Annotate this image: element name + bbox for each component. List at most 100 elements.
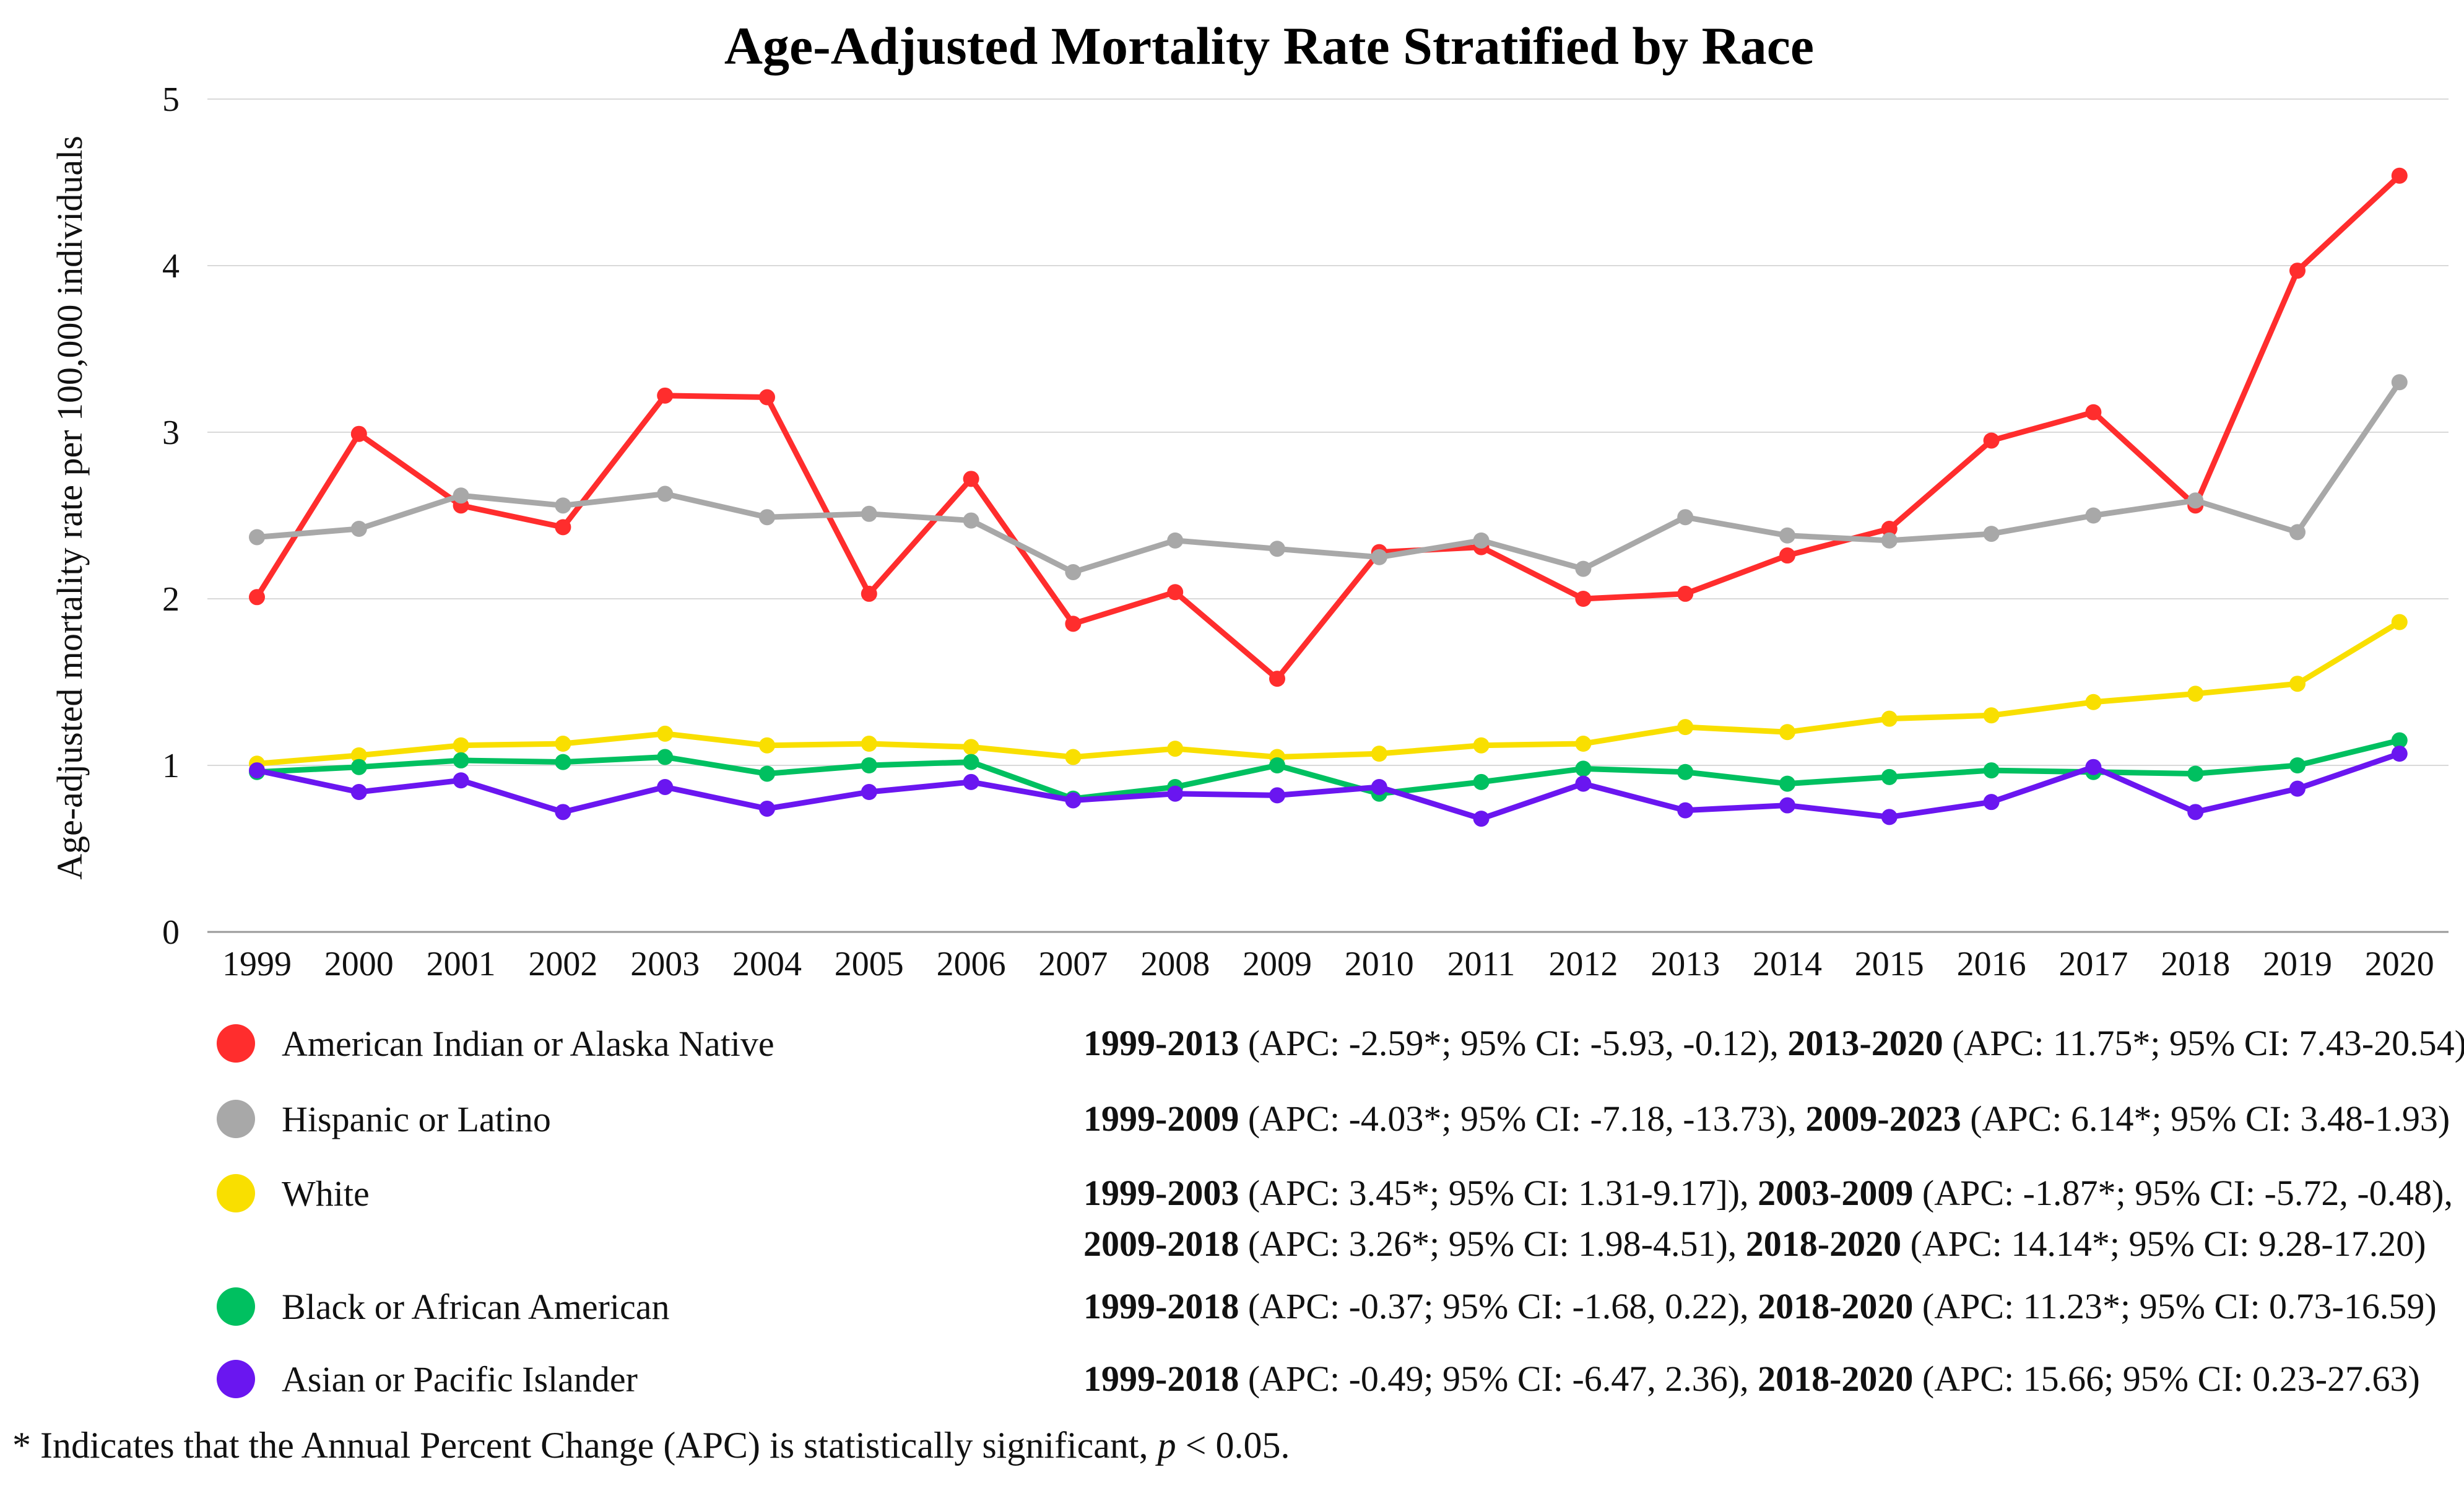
- apc-line: 1999-2009 (APC: -4.03*; 95% CI: -7.18, -…: [1083, 1094, 2450, 1144]
- footnote-p-value-symbol: p: [1157, 1425, 1176, 1466]
- x-tick-label: 2017: [2058, 945, 2128, 983]
- data-point: [555, 497, 571, 514]
- data-point: [555, 736, 571, 752]
- data-point: [1167, 584, 1184, 601]
- legend-item: American Indian or Alaska Native 1999-201…: [217, 1016, 2464, 1071]
- y-tick-label: 2: [162, 580, 180, 619]
- apc-period: 2003-2009: [1758, 1173, 1914, 1213]
- apc-values: (APC: 3.26*; 95% CI: 1.98-4.51),: [1239, 1224, 1746, 1264]
- x-tick-label: 2018: [2161, 945, 2230, 983]
- data-point: [350, 425, 367, 442]
- data-point: [1677, 802, 1694, 819]
- legend-label: White: [282, 1173, 370, 1214]
- footnote-prefix: * Indicates that the Annual Percent Chan…: [12, 1425, 1158, 1466]
- data-point: [249, 762, 265, 779]
- series-line-black-or-african-american: [254, 737, 2403, 802]
- data-point: [1677, 585, 1694, 602]
- data-point: [1167, 741, 1184, 757]
- data-point: [2085, 404, 2102, 420]
- legend-marker: [217, 1174, 255, 1212]
- legend-apc-text: 1999-2013 (APC: -2.59*; 95% CI: -5.93, -…: [1083, 1018, 2464, 1069]
- grid: [207, 98, 2449, 933]
- data-point: [2289, 757, 2306, 773]
- x-axis-ticks: 1999 2000 2001 2002 2003 2004 2005 2006 2007 2008…: [222, 945, 2434, 983]
- apc-period: 2018-2020: [1758, 1359, 1914, 1399]
- data-point: [1065, 563, 1082, 580]
- data-point: [1575, 736, 1592, 752]
- data-point: [1881, 532, 1898, 549]
- data-point: [1269, 757, 1285, 773]
- x-tick-label: 2006: [937, 945, 1006, 983]
- apc-period: 2009-2023: [1805, 1099, 1961, 1139]
- series-asian-or-pacific-islander: [249, 746, 2408, 827]
- x-tick-label: 2015: [1855, 945, 1924, 983]
- data-point: [657, 387, 674, 404]
- apc-values: (APC: 14.14*; 95% CI: 9.28-17.20): [1901, 1224, 2426, 1264]
- apc-period: 1999-2009: [1083, 1099, 1239, 1139]
- apc-period: 1999-2018: [1083, 1286, 1239, 1326]
- data-point: [2085, 694, 2102, 710]
- x-tick-label: 2005: [835, 945, 904, 983]
- footnote: * Indicates that the Annual Percent Chan…: [12, 1424, 1290, 1467]
- x-tick-label: 2016: [1957, 945, 2026, 983]
- apc-line: 1999-2003 (APC: 3.45*; 95% CI: 1.31-9.17…: [1083, 1168, 2453, 1219]
- data-point: [1371, 549, 1387, 565]
- series-line-american-indian-or-alaska-native: [254, 173, 2403, 682]
- data-point: [1473, 737, 1490, 754]
- apc-period: 2018-2020: [1758, 1286, 1914, 1326]
- data-point: [1269, 787, 1285, 804]
- y-tick-label: 1: [162, 747, 180, 785]
- data-point: [1575, 591, 1592, 607]
- data-point: [657, 778, 674, 795]
- data-point: [1983, 526, 2000, 542]
- apc-period: 2018-2020: [1745, 1224, 1902, 1264]
- apc-period: 2009-2018: [1083, 1224, 1239, 1264]
- data-point: [2391, 614, 2408, 630]
- data-point: [759, 737, 775, 754]
- data-point: [759, 765, 775, 782]
- y-tick-label: 0: [162, 913, 180, 952]
- apc-values: (APC: -0.49; 95% CI: -6.47, 2.36),: [1239, 1359, 1758, 1399]
- data-point: [453, 487, 469, 504]
- series-hispanic-or-latino: [249, 374, 2408, 580]
- legend-item: Hispanic or Latino 1999-2009 (APC: -4.03*…: [217, 1091, 2450, 1147]
- data-point: [1677, 509, 1694, 526]
- data-point: [963, 739, 979, 755]
- data-point: [1779, 547, 1795, 564]
- data-point: [1983, 707, 2000, 724]
- data-point: [1371, 746, 1387, 762]
- footnote-suffix: < 0.05.: [1176, 1425, 1290, 1466]
- data-point: [861, 757, 877, 773]
- x-tick-label: 2012: [1548, 945, 1618, 983]
- apc-values: (APC: 15.66; 95% CI: 0.23-27.63): [1913, 1359, 2420, 1399]
- apc-values: (APC: -2.59*; 95% CI: -5.93, -0.12),: [1239, 1023, 1788, 1063]
- data-point: [2391, 374, 2408, 391]
- data-point: [1065, 616, 1082, 632]
- x-tick-label: 2008: [1140, 945, 1210, 983]
- data-point: [1065, 792, 1082, 809]
- data-point: [1677, 719, 1694, 736]
- data-point: [350, 521, 367, 537]
- series-line-white: [254, 619, 2403, 767]
- data-point: [2187, 685, 2204, 702]
- legend-label: Hispanic or Latino: [282, 1099, 551, 1139]
- x-tick-label: 2009: [1243, 945, 1312, 983]
- data-point: [1473, 811, 1490, 827]
- y-tick-label: 5: [162, 80, 180, 119]
- data-point: [1167, 532, 1184, 549]
- y-tick-label: 3: [162, 414, 180, 452]
- legend-apc-text: 1999-2003 (APC: 3.45*; 95% CI: 1.31-9.17…: [1083, 1168, 2453, 1269]
- series-layer: [249, 167, 2408, 827]
- line-chart: Age-Adjusted Mortality Rate Stratified b…: [50, 16, 2449, 983]
- data-point: [2085, 759, 2102, 775]
- x-tick-label: 2007: [1038, 945, 1108, 983]
- data-point: [1167, 785, 1184, 802]
- x-tick-label: 2002: [528, 945, 597, 983]
- y-axis-ticks: 0 1 2 3 4 5: [162, 80, 180, 952]
- apc-values: (APC: -1.87*; 95% CI: -5.72, -0.48),: [1913, 1173, 2453, 1213]
- legend-item: Black or African American 1999-2018 (APC:…: [217, 1279, 2437, 1334]
- legend-item: White 1999-2003 (APC: 3.45*; 95% CI: 1.31…: [217, 1165, 2453, 1264]
- data-point: [1575, 775, 1592, 792]
- data-point: [1473, 773, 1490, 790]
- data-point: [555, 519, 571, 536]
